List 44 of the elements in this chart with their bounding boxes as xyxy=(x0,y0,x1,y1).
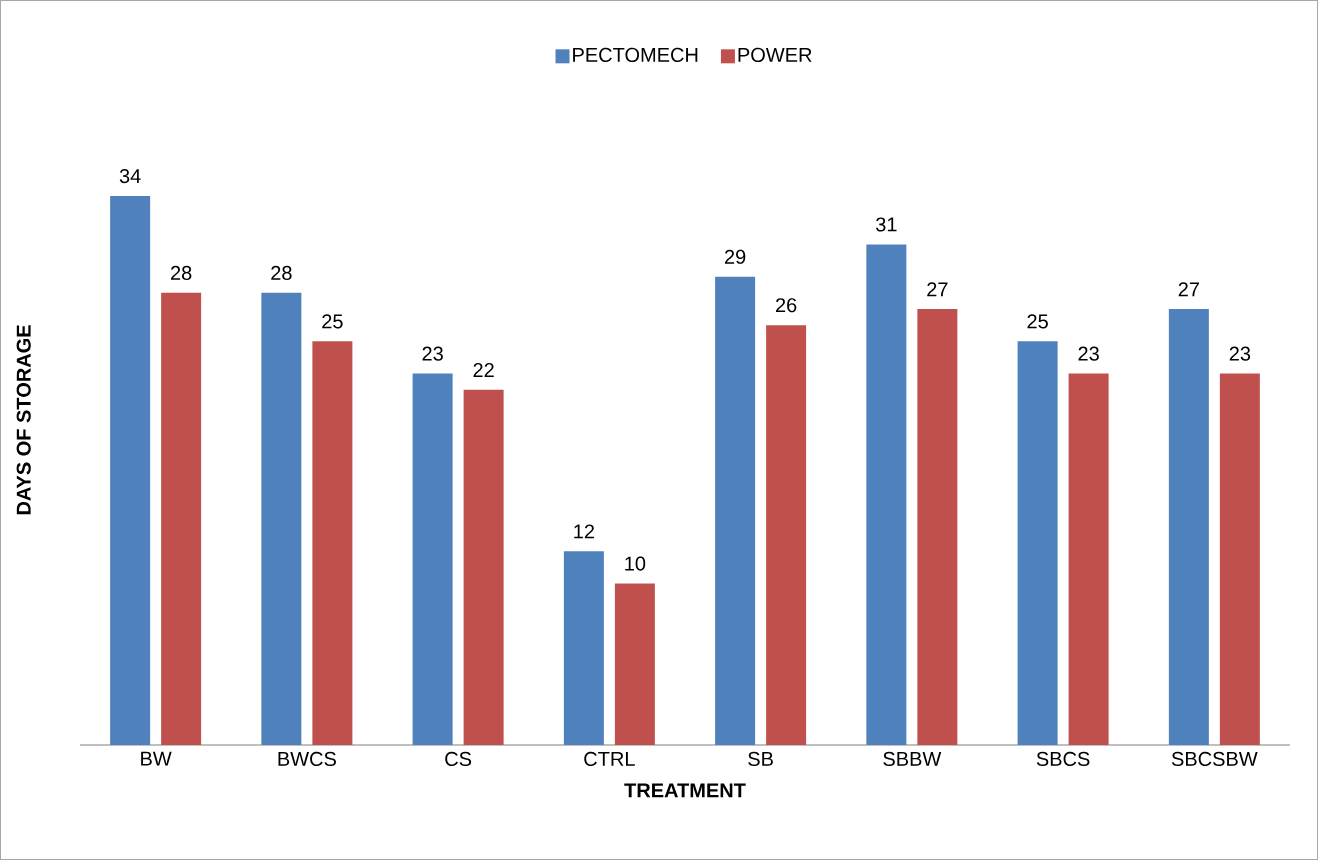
bar xyxy=(463,389,504,745)
data-label: 34 xyxy=(119,168,141,184)
data-label: 27 xyxy=(927,282,948,297)
legend-label: POWER xyxy=(738,47,812,63)
data-label: 31 xyxy=(876,217,897,232)
bar xyxy=(563,551,604,745)
data-label: 27 xyxy=(1178,282,1199,297)
x-tick-label: CS xyxy=(445,751,472,767)
data-label: 26 xyxy=(775,298,797,313)
bar xyxy=(161,292,202,745)
data-label: 28 xyxy=(171,265,192,281)
bar xyxy=(261,292,302,745)
bar xyxy=(614,583,655,745)
bar xyxy=(412,373,453,745)
data-label: 10 xyxy=(625,556,646,571)
data-label: 29 xyxy=(724,249,746,264)
data-label: 23 xyxy=(1229,346,1251,361)
x-tick-label: BWCS xyxy=(278,751,336,767)
data-label: 23 xyxy=(422,346,443,361)
x-axis-title: TREATMENT xyxy=(624,783,746,798)
bar xyxy=(715,276,756,745)
bar xyxy=(1219,373,1260,745)
x-tick-label: CTRL xyxy=(584,751,635,767)
y-axis-title: DAYS OF STORAGE xyxy=(16,325,31,515)
bar xyxy=(312,341,353,745)
data-label: 22 xyxy=(473,362,494,377)
bar xyxy=(110,195,151,745)
data-label: 28 xyxy=(271,265,292,281)
x-tick-label: SBCSBW xyxy=(1171,751,1258,767)
bar xyxy=(1068,373,1109,745)
bar xyxy=(1017,341,1058,745)
x-tick-label: BW xyxy=(141,751,172,766)
bar xyxy=(917,309,958,745)
bar xyxy=(1168,309,1209,745)
bar xyxy=(866,244,907,745)
x-tick-label: SBCS xyxy=(1036,751,1090,767)
legend-label: PECTOMECH xyxy=(573,47,698,63)
x-tick-label: SB xyxy=(748,751,773,767)
bar xyxy=(766,325,807,745)
data-label: 25 xyxy=(322,314,343,329)
data-label: 25 xyxy=(1027,314,1048,329)
data-label: 23 xyxy=(1078,346,1099,361)
x-tick-label: SBBW xyxy=(883,751,942,767)
data-label: 12 xyxy=(574,524,594,539)
